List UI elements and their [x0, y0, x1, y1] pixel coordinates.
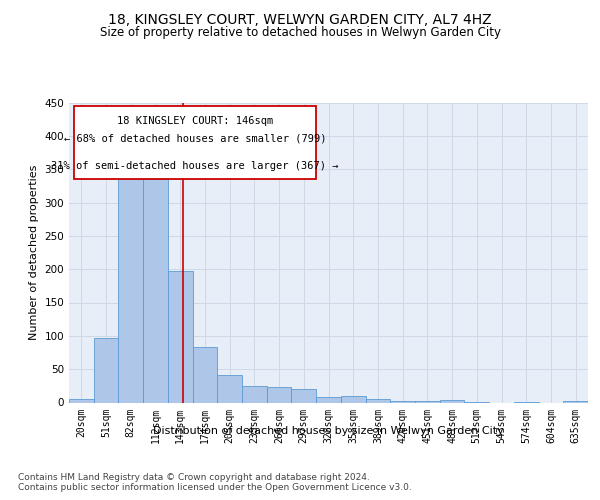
Bar [168, 271, 193, 402]
Bar [292, 388, 316, 402]
FancyBboxPatch shape [74, 106, 316, 179]
Bar [390, 400, 415, 402]
Text: Contains public sector information licensed under the Open Government Licence v3: Contains public sector information licen… [18, 484, 412, 492]
Bar [118, 177, 143, 402]
Text: Contains HM Land Registry data © Crown copyright and database right 2024.: Contains HM Land Registry data © Crown c… [18, 472, 370, 482]
Y-axis label: Number of detached properties: Number of detached properties [29, 165, 39, 340]
Bar [365, 399, 390, 402]
Text: 18, KINGSLEY COURT, WELWYN GARDEN CITY, AL7 4HZ: 18, KINGSLEY COURT, WELWYN GARDEN CITY, … [108, 12, 492, 26]
Bar [267, 387, 292, 402]
Text: ← 68% of detached houses are smaller (799): ← 68% of detached houses are smaller (79… [64, 134, 326, 143]
Text: Distribution of detached houses by size in Welwyn Garden City: Distribution of detached houses by size … [154, 426, 504, 436]
Text: 18 KINGSLEY COURT: 146sqm: 18 KINGSLEY COURT: 146sqm [117, 116, 273, 126]
Bar [341, 396, 365, 402]
Bar [563, 401, 588, 402]
Bar [94, 338, 118, 402]
Bar [217, 374, 242, 402]
Bar [69, 399, 94, 402]
Bar [415, 400, 440, 402]
Text: 31% of semi-detached houses are larger (367) →: 31% of semi-detached houses are larger (… [51, 161, 338, 171]
Bar [143, 179, 168, 402]
Text: Size of property relative to detached houses in Welwyn Garden City: Size of property relative to detached ho… [100, 26, 500, 39]
Bar [242, 386, 267, 402]
Bar [193, 347, 217, 403]
Bar [440, 400, 464, 402]
Bar [316, 396, 341, 402]
